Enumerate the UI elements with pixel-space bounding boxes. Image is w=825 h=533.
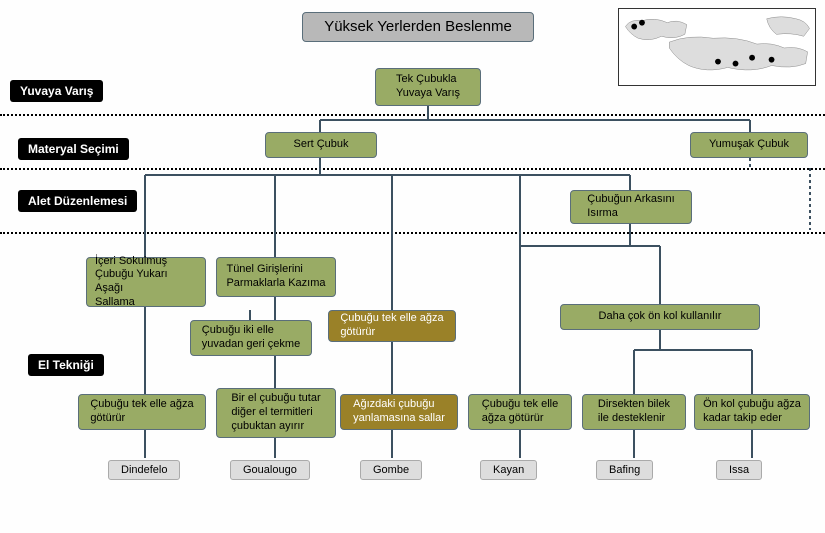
row-label-1: Materyal Seçimi xyxy=(18,138,129,160)
node-a2: Tünel Girişlerini Parmaklarla Kazıma xyxy=(216,257,336,297)
site-label-5: Issa xyxy=(716,460,762,480)
divider-3 xyxy=(0,232,825,234)
site-label-0: Dindefelo xyxy=(108,460,180,480)
site-label-4: Bafing xyxy=(596,460,653,480)
connector-0 xyxy=(320,106,750,132)
site-label-3: Kayan xyxy=(480,460,537,480)
node-c2: Bir el çubuğu tutar diğer el termitleri … xyxy=(216,388,336,438)
row-label-0: Yuvaya Varış xyxy=(10,80,103,102)
diagram-canvas: Yüksek Yerlerden Beslenme Yuvaya Varış Ma… xyxy=(0,0,825,533)
node-c1: Çubuğu tek elle ağza götürür xyxy=(78,394,206,430)
node-c4: Çubuğu tek elle ağza götürür xyxy=(468,394,572,430)
site-label-2: Gombe xyxy=(360,460,422,480)
row-label-3: El Tekniği xyxy=(28,354,104,376)
divider-1 xyxy=(0,114,825,116)
node-c5: Dirsekten bilek ile desteklenir xyxy=(582,394,686,430)
row-label-2: Alet Düzenlemesi xyxy=(18,190,137,212)
diagram-title: Yüksek Yerlerden Beslenme xyxy=(302,12,534,42)
node-c3: Ağızdaki çubuğu yanlamasına sallar xyxy=(340,394,458,430)
connector-2 xyxy=(520,224,660,304)
site-label-1: Goualougo xyxy=(230,460,310,480)
node-sert: Sert Çubuk xyxy=(265,132,377,158)
inset-map xyxy=(618,8,816,86)
connector-8 xyxy=(634,330,752,394)
map-svg xyxy=(619,9,815,85)
node-yum: Yumuşak Çubuk xyxy=(690,132,808,158)
node-c6: Ön kol çubuğu ağza kadar takip eder xyxy=(694,394,810,430)
node-root: Tek Çubukla Yuvaya Varış xyxy=(375,68,481,106)
node-b3: Çubuğu tek elle ağza götürür xyxy=(328,310,456,342)
node-isir: Çubuğun Arkasını Isırma xyxy=(570,190,692,224)
node-b2: Çubuğu iki elle yuvadan geri çekme xyxy=(190,320,312,356)
node-onkol: Daha çok ön kol kullanılır xyxy=(560,304,760,330)
node-a1: İçeri Sokulmuş Çubuğu Yukarı Aşağı Salla… xyxy=(86,257,206,307)
divider-2 xyxy=(0,168,825,170)
